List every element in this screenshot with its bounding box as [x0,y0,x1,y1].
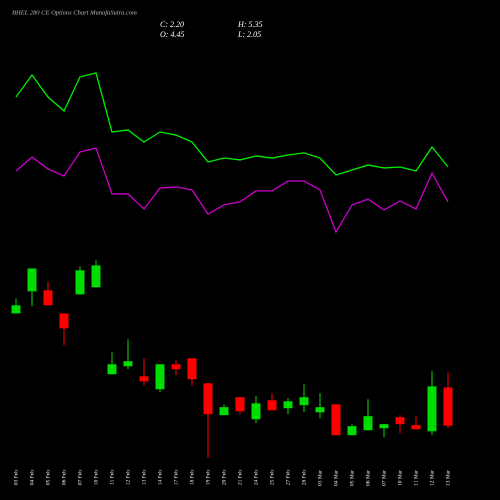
x-tick-label: 20 Feb [221,470,227,485]
candle-body [235,397,245,412]
x-tick-label: 04 Feb [29,470,35,485]
candle-body [347,426,357,436]
x-tick-label: 06 Mar [365,470,371,486]
x-tick-label: 11 Mar [413,470,419,486]
candle-body [379,424,389,429]
candle-body [299,397,309,406]
indicator-line [15,147,449,234]
x-tick-label: 06 Feb [61,470,67,485]
candle-body [219,407,229,416]
x-tick-label: 03 Mar [317,470,323,486]
candle-body [59,313,69,329]
x-tick-label: 13 Feb [141,470,147,485]
candle-body [11,305,21,314]
x-tick-label: 13 Mar [445,470,451,486]
candle-body [411,425,421,430]
candle-body [315,407,325,413]
x-tick-label: 04 Mar [333,470,339,486]
candle-body [171,364,181,370]
candle-body [251,403,261,420]
chart-title: BHEL 280 CE Options Chart MunafaSutra.co… [12,9,137,16]
candle-body [155,364,165,390]
x-tick-label: 12 Mar [429,470,435,486]
candle-body [427,386,437,432]
candle-body [395,417,405,425]
x-tick-label: 27 Feb [285,470,291,485]
x-tick-label: 10 Feb [93,470,99,485]
x-tick-label: 10 Mar [397,470,403,486]
x-tick-label: 12 Feb [125,470,131,485]
candle-body [187,358,197,380]
candle-body [27,268,37,292]
x-tick-label: 11 Feb [109,470,115,485]
ohlc-label: C: 2.20 [160,20,184,29]
candle-body [443,387,453,426]
x-tick-label: 28 Feb [301,470,307,485]
x-tick-label: 21 Feb [237,470,243,485]
candle-body [107,364,117,375]
candle-body [139,376,149,382]
candle-body [267,400,277,411]
x-tick-label: 19 Feb [205,470,211,485]
candle-body [203,383,213,415]
candle-body [43,290,53,306]
candle-body [75,270,85,295]
x-tick-label: 07 Feb [77,470,83,485]
x-tick-label: 24 Feb [253,470,259,485]
x-tick-label: 25 Feb [269,470,275,485]
candle-body [363,416,373,431]
ohlc-label: O: 4.45 [160,30,184,39]
x-tick-label: 05 Mar [349,470,355,486]
candle-body [331,404,341,436]
x-tick-label: 03 Feb [13,470,19,485]
candle-body [283,401,293,409]
candle-body [91,265,101,288]
ohlc-label: L: 2.05 [237,30,261,39]
ohlc-label: H: 5.35 [237,20,262,29]
indicator-line [15,72,449,176]
x-tick-label: 18 Feb [189,470,195,485]
x-tick-label: 07 Mar [381,470,387,486]
x-tick-label: 14 Feb [157,470,163,485]
x-tick-label: 17 Feb [173,470,179,485]
candle-body [123,361,133,367]
x-tick-label: 05 Feb [45,470,51,485]
